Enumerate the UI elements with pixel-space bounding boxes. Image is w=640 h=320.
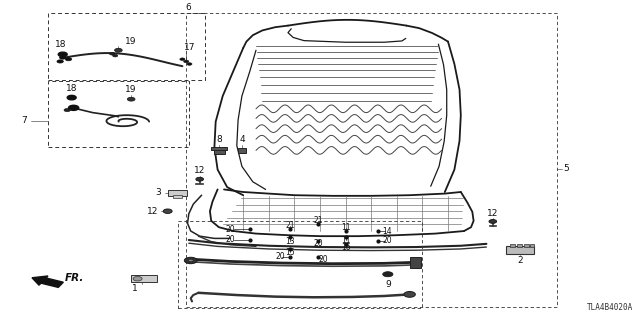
Circle shape — [127, 97, 135, 101]
Circle shape — [187, 63, 192, 65]
Text: 20: 20 — [275, 252, 285, 261]
Text: 14: 14 — [382, 227, 392, 236]
Bar — [517, 244, 522, 247]
Circle shape — [68, 105, 79, 110]
Text: 17: 17 — [184, 43, 196, 52]
Bar — [131, 275, 157, 282]
Text: 20: 20 — [382, 236, 392, 245]
Text: 20: 20 — [318, 255, 328, 264]
Text: 20: 20 — [225, 236, 236, 244]
Text: 12: 12 — [487, 209, 499, 218]
Bar — [211, 147, 227, 150]
Circle shape — [115, 48, 122, 52]
Circle shape — [109, 52, 115, 55]
Text: 21: 21 — [285, 221, 294, 230]
Text: 9: 9 — [385, 280, 390, 289]
Text: 7: 7 — [22, 116, 27, 125]
Circle shape — [180, 58, 185, 60]
Text: 1: 1 — [132, 284, 137, 293]
Bar — [48, 13, 205, 80]
Text: 13: 13 — [285, 237, 295, 246]
Text: 2: 2 — [517, 256, 522, 265]
Bar — [410, 257, 421, 268]
Circle shape — [184, 60, 189, 63]
Bar — [238, 148, 246, 153]
Text: 8: 8 — [216, 135, 221, 144]
Text: 18: 18 — [66, 84, 77, 93]
Circle shape — [113, 54, 118, 57]
Bar — [530, 244, 534, 247]
Circle shape — [65, 58, 72, 61]
Circle shape — [196, 177, 204, 181]
FancyArrow shape — [32, 276, 63, 287]
Text: 4: 4 — [239, 135, 244, 144]
Circle shape — [57, 60, 63, 63]
Circle shape — [64, 108, 70, 112]
Text: FR.: FR. — [65, 273, 84, 284]
Text: 12: 12 — [194, 166, 205, 175]
Bar — [186, 13, 557, 307]
Text: 11: 11 — [341, 223, 350, 232]
Circle shape — [60, 56, 66, 59]
Circle shape — [383, 272, 393, 277]
Text: 5: 5 — [563, 164, 569, 173]
Bar — [510, 244, 515, 247]
Text: 6: 6 — [186, 3, 191, 12]
Text: 21: 21 — [314, 216, 323, 225]
Circle shape — [58, 52, 67, 57]
Text: 16: 16 — [340, 243, 351, 252]
Circle shape — [163, 209, 172, 213]
Text: 20: 20 — [225, 225, 236, 234]
Text: 18: 18 — [55, 40, 67, 49]
Circle shape — [489, 220, 497, 223]
Text: 12: 12 — [147, 207, 159, 216]
Circle shape — [67, 95, 76, 100]
Circle shape — [404, 292, 415, 297]
Text: 15: 15 — [285, 248, 295, 257]
Bar — [214, 149, 225, 154]
Circle shape — [184, 257, 197, 264]
Text: 11: 11 — [341, 236, 350, 245]
Bar — [506, 246, 534, 254]
Text: 19: 19 — [125, 85, 137, 94]
Circle shape — [188, 259, 193, 262]
Bar — [48, 81, 189, 147]
Bar — [178, 221, 422, 308]
Bar — [524, 244, 529, 247]
Text: 19: 19 — [125, 37, 136, 46]
Text: TLA4B4020A: TLA4B4020A — [588, 303, 634, 312]
Text: 20: 20 — [313, 239, 323, 248]
Text: 3: 3 — [156, 188, 161, 197]
Bar — [173, 195, 182, 198]
Circle shape — [133, 276, 142, 281]
Bar — [168, 190, 187, 196]
